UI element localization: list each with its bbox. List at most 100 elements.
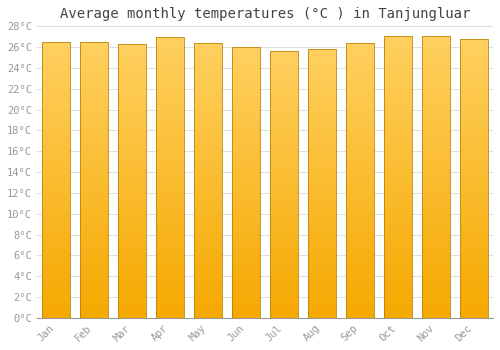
Bar — [346, 91, 374, 92]
Bar — [156, 70, 184, 72]
Bar — [460, 39, 488, 318]
Bar — [384, 229, 412, 230]
Bar — [270, 235, 298, 237]
Bar — [308, 302, 336, 303]
Bar — [422, 156, 450, 157]
Bar — [384, 188, 412, 189]
Bar — [232, 308, 260, 310]
Bar — [346, 141, 374, 142]
Bar — [346, 276, 374, 278]
Bar — [194, 146, 222, 147]
Bar — [422, 229, 450, 230]
Bar — [270, 287, 298, 288]
Bar — [118, 96, 146, 97]
Bar — [194, 234, 222, 236]
Bar — [232, 231, 260, 233]
Bar — [460, 111, 488, 113]
Bar — [156, 246, 184, 247]
Bar — [194, 255, 222, 256]
Bar — [118, 263, 146, 265]
Bar — [80, 180, 108, 181]
Bar — [156, 174, 184, 176]
Bar — [270, 170, 298, 171]
Bar — [118, 193, 146, 195]
Bar — [270, 199, 298, 201]
Bar — [194, 311, 222, 312]
Bar — [270, 230, 298, 231]
Bar — [118, 164, 146, 166]
Bar — [346, 238, 374, 239]
Bar — [384, 173, 412, 174]
Bar — [42, 75, 70, 76]
Bar — [422, 309, 450, 311]
Bar — [422, 233, 450, 235]
Bar — [194, 222, 222, 223]
Bar — [156, 166, 184, 167]
Bar — [422, 237, 450, 239]
Bar — [308, 279, 336, 280]
Bar — [194, 299, 222, 300]
Bar — [118, 111, 146, 112]
Bar — [308, 189, 336, 190]
Bar — [384, 223, 412, 225]
Bar — [460, 94, 488, 96]
Bar — [156, 294, 184, 295]
Bar — [270, 259, 298, 260]
Bar — [270, 246, 298, 247]
Bar — [308, 103, 336, 104]
Bar — [270, 143, 298, 145]
Bar — [384, 241, 412, 243]
Bar — [80, 75, 108, 76]
Bar — [232, 184, 260, 185]
Bar — [460, 75, 488, 76]
Bar — [460, 287, 488, 288]
Bar — [232, 237, 260, 238]
Bar — [232, 96, 260, 97]
Bar — [118, 245, 146, 247]
Bar — [346, 98, 374, 99]
Bar — [460, 132, 488, 134]
Bar — [270, 103, 298, 105]
Bar — [42, 265, 70, 267]
Bar — [118, 252, 146, 253]
Bar — [460, 224, 488, 226]
Bar — [384, 205, 412, 206]
Bar — [270, 139, 298, 141]
Bar — [156, 293, 184, 294]
Bar — [460, 117, 488, 118]
Bar — [270, 285, 298, 286]
Bar — [80, 166, 108, 167]
Bar — [384, 237, 412, 239]
Bar — [308, 236, 336, 237]
Bar — [118, 149, 146, 151]
Bar — [384, 294, 412, 295]
Bar — [42, 191, 70, 192]
Bar — [346, 152, 374, 153]
Bar — [460, 308, 488, 309]
Bar — [308, 283, 336, 284]
Bar — [460, 166, 488, 167]
Bar — [270, 223, 298, 225]
Bar — [308, 286, 336, 287]
Bar — [118, 85, 146, 86]
Bar — [194, 117, 222, 119]
Bar — [42, 134, 70, 136]
Bar — [118, 134, 146, 136]
Bar — [118, 280, 146, 281]
Bar — [194, 194, 222, 196]
Bar — [308, 205, 336, 206]
Bar — [422, 105, 450, 106]
Bar — [384, 236, 412, 237]
Bar — [422, 202, 450, 204]
Bar — [118, 82, 146, 84]
Bar — [118, 73, 146, 74]
Bar — [346, 224, 374, 226]
Bar — [232, 100, 260, 101]
Bar — [118, 107, 146, 108]
Bar — [384, 222, 412, 223]
Bar — [308, 102, 336, 103]
Bar — [194, 99, 222, 101]
Bar — [118, 253, 146, 255]
Bar — [156, 138, 184, 139]
Bar — [422, 84, 450, 85]
